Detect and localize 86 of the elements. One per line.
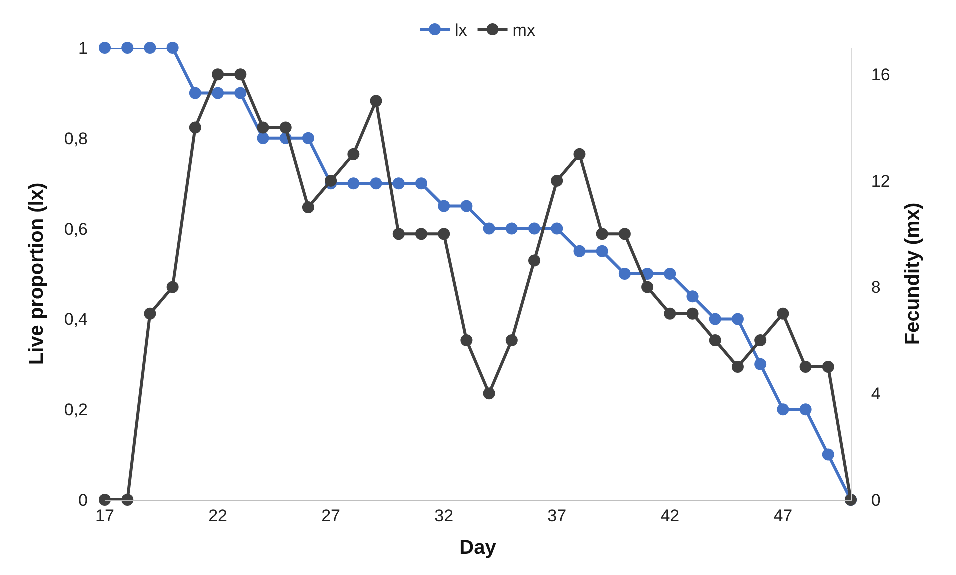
y-tick-label: 0,2 [64, 400, 88, 420]
y-tick-label: 1 [78, 38, 88, 58]
point [574, 245, 586, 258]
point [506, 222, 518, 235]
point [122, 494, 134, 506]
y2-tick-label: 16 [871, 66, 890, 85]
point [392, 228, 405, 240]
point [800, 361, 812, 374]
y2-tick-label: 8 [871, 278, 881, 298]
point [302, 132, 314, 144]
point [460, 200, 473, 212]
point [234, 87, 247, 100]
point [99, 42, 111, 54]
x-tick-label: 42 [660, 506, 680, 526]
point [800, 404, 812, 416]
point [348, 178, 360, 190]
x-tick-label: 37 [548, 506, 567, 526]
point [754, 334, 767, 346]
point [551, 174, 564, 187]
point [438, 228, 450, 240]
point [506, 334, 518, 346]
point [551, 222, 564, 235]
point [528, 254, 541, 267]
point [596, 245, 608, 258]
point [212, 87, 224, 100]
point [528, 222, 541, 235]
point [166, 42, 179, 54]
point [709, 334, 722, 346]
y-tick-label: 0,6 [64, 220, 88, 239]
x-tick-label: 27 [322, 506, 341, 526]
point [483, 388, 496, 400]
point [686, 290, 699, 303]
x-tick-label: 47 [774, 506, 793, 526]
point [438, 200, 450, 212]
point [325, 174, 338, 187]
point [189, 122, 202, 134]
point [166, 281, 179, 294]
y-tick-label: 0,8 [64, 129, 88, 148]
point [257, 122, 270, 134]
point [415, 178, 428, 190]
point [460, 334, 473, 346]
point [280, 122, 292, 134]
x-tick-label: 22 [208, 506, 228, 526]
point [348, 148, 360, 160]
point [189, 87, 202, 100]
point [370, 178, 382, 190]
y-axis-title: Live proportion (lx) [26, 182, 48, 366]
point [144, 42, 156, 54]
x-axis-title: Day [460, 536, 498, 559]
point [392, 178, 405, 190]
point [234, 68, 247, 81]
point [709, 313, 722, 326]
y2-tick-label: 0 [871, 490, 881, 510]
point [754, 358, 767, 370]
point [686, 308, 699, 320]
point [122, 42, 134, 54]
point [618, 228, 631, 240]
legend-label: lx [455, 21, 468, 40]
point [302, 202, 314, 214]
point [618, 268, 631, 280]
point [777, 404, 790, 416]
point [415, 228, 428, 240]
point [642, 281, 654, 294]
point [212, 68, 224, 81]
y2-tick-label: 4 [871, 384, 881, 404]
y-tick-label: 0,4 [64, 310, 88, 330]
point [99, 494, 111, 506]
point [822, 448, 834, 461]
legend-label: mx [512, 21, 536, 40]
y2-axis-title: Fecundity (mx) [902, 202, 924, 346]
point [732, 361, 744, 374]
point [144, 308, 156, 320]
point [596, 228, 608, 240]
point [664, 308, 676, 320]
x-tick-label: 32 [434, 506, 454, 526]
x-tick-label: 17 [96, 506, 114, 526]
point [777, 308, 790, 320]
point [483, 222, 496, 235]
point [257, 132, 270, 144]
point [370, 95, 382, 108]
point [664, 268, 676, 280]
y-tick-label: 0 [78, 490, 88, 510]
point [822, 361, 834, 374]
point [732, 313, 744, 326]
point [574, 148, 586, 160]
y2-tick-label: 12 [871, 172, 890, 191]
